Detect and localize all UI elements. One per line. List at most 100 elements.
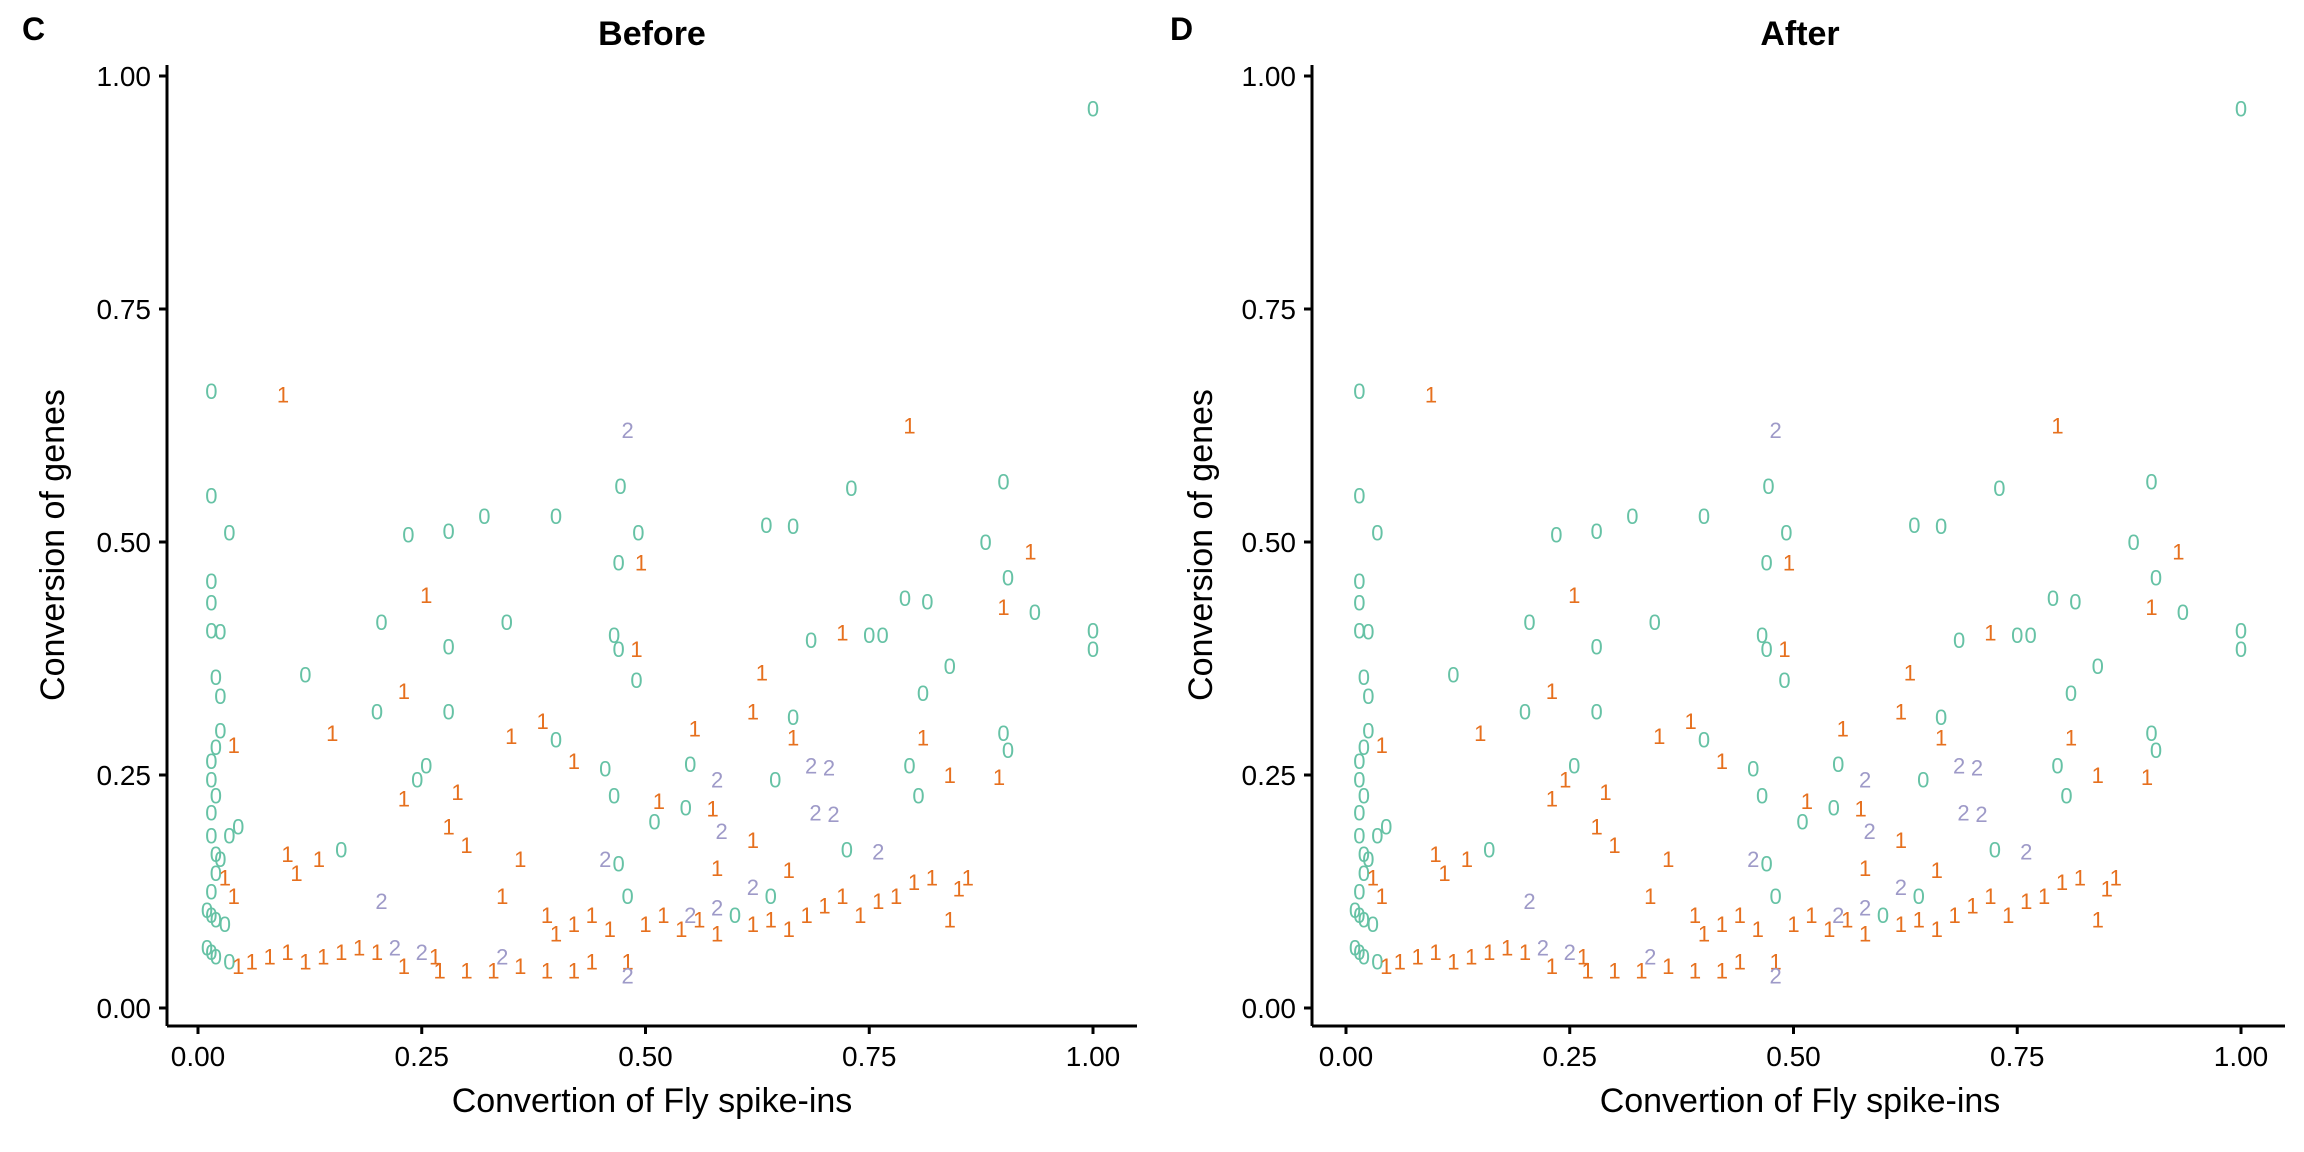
data-point: 1 bbox=[1582, 959, 1594, 984]
data-point: 0 bbox=[205, 903, 217, 928]
data-point: 0 bbox=[2051, 754, 2063, 779]
data-point: 1 bbox=[299, 949, 311, 974]
data-point: 0 bbox=[205, 749, 217, 774]
data-point: 0 bbox=[1353, 800, 1365, 825]
data-point: 0 bbox=[1447, 662, 1459, 687]
data-point: 1 bbox=[541, 959, 553, 984]
y-axis-title: Conversion of genes bbox=[1182, 389, 1220, 701]
data-point: 1 bbox=[398, 679, 410, 704]
data-point: 1 bbox=[890, 884, 902, 909]
data-point: 1 bbox=[434, 959, 446, 984]
data-point: 1 bbox=[487, 959, 499, 984]
panel-title: Before bbox=[598, 15, 706, 53]
data-point: 0 bbox=[648, 810, 660, 835]
data-point: 1 bbox=[219, 866, 231, 891]
data-point: 1 bbox=[2092, 907, 2104, 932]
data-point: 2 bbox=[621, 418, 633, 443]
data-point: 1 bbox=[1895, 828, 1907, 853]
data-point: 0 bbox=[1590, 634, 1602, 659]
data-point: 1 bbox=[313, 847, 325, 872]
data-point: 1 bbox=[1837, 716, 1849, 741]
data-point: 1 bbox=[604, 917, 616, 942]
x-tick-label: 0.00 bbox=[171, 1041, 226, 1072]
data-point: 0 bbox=[1353, 768, 1365, 793]
data-point: 1 bbox=[568, 959, 580, 984]
data-point: 1 bbox=[1559, 768, 1571, 793]
data-point: 0 bbox=[223, 949, 235, 974]
y-tick-label: 0.25 bbox=[97, 760, 152, 791]
data-point: 1 bbox=[317, 945, 329, 970]
data-point: 0 bbox=[1371, 521, 1383, 546]
data-point: 0 bbox=[201, 935, 213, 960]
data-point: 1 bbox=[1984, 884, 1996, 909]
data-point: 0 bbox=[877, 623, 889, 648]
data-point: 0 bbox=[223, 521, 235, 546]
data-point: 1 bbox=[908, 870, 920, 895]
data-point: 1 bbox=[1787, 912, 1799, 937]
data-point: 2 bbox=[715, 819, 727, 844]
data-point: 1 bbox=[1823, 917, 1835, 942]
data-point: 0 bbox=[1349, 898, 1361, 923]
data-point: 0 bbox=[2025, 623, 2037, 648]
data-point: 1 bbox=[917, 726, 929, 751]
data-point: 2 bbox=[711, 895, 723, 920]
data-point: 0 bbox=[1002, 738, 1014, 763]
data-point: 0 bbox=[210, 907, 222, 932]
data-point: 0 bbox=[2177, 600, 2189, 625]
data-point: 1 bbox=[2065, 726, 2077, 751]
data-point: 1 bbox=[635, 551, 647, 576]
data-point: 0 bbox=[1353, 940, 1365, 965]
data-point: 1 bbox=[1644, 884, 1656, 909]
data-point: 1 bbox=[747, 912, 759, 937]
data-point: 0 bbox=[205, 483, 217, 508]
data-point: 1 bbox=[689, 716, 701, 741]
data-point: 1 bbox=[1684, 709, 1696, 734]
data-point: 1 bbox=[2051, 414, 2063, 439]
data-point: 1 bbox=[1895, 700, 1907, 725]
x-tick-label: 0.50 bbox=[618, 1041, 673, 1072]
data-point: 2 bbox=[2020, 839, 2032, 864]
data-point: 1 bbox=[1653, 724, 1665, 749]
data-point: 0 bbox=[2235, 637, 2247, 662]
data-point: 2 bbox=[1863, 819, 1875, 844]
data-point: 0 bbox=[2047, 586, 2059, 611]
data-point: 1 bbox=[1501, 935, 1513, 960]
data-point: 2 bbox=[1859, 768, 1871, 793]
data-point: 0 bbox=[997, 721, 1009, 746]
y-tick-label: 0.00 bbox=[97, 993, 152, 1024]
data-point: 0 bbox=[630, 668, 642, 693]
data-point: 0 bbox=[371, 700, 383, 725]
data-point: 1 bbox=[711, 856, 723, 881]
data-point: 0 bbox=[1087, 619, 1099, 644]
data-point: 0 bbox=[1353, 749, 1365, 774]
data-point: 1 bbox=[2141, 765, 2153, 790]
data-point: 1 bbox=[765, 907, 777, 932]
data-point: 0 bbox=[1358, 842, 1370, 867]
data-point: 0 bbox=[2150, 565, 2162, 590]
data-point: 0 bbox=[1762, 474, 1774, 499]
data-point: 1 bbox=[398, 786, 410, 811]
data-point: 0 bbox=[205, 591, 217, 616]
data-point: 0 bbox=[2069, 590, 2081, 615]
data-point: 0 bbox=[214, 847, 226, 872]
panel-letter: C bbox=[22, 11, 45, 47]
data-point: 0 bbox=[1756, 784, 1768, 809]
data-point: 0 bbox=[1761, 551, 1773, 576]
data-point: 0 bbox=[1380, 814, 1392, 839]
data-point: 1 bbox=[1024, 539, 1036, 564]
data-point: 1 bbox=[903, 414, 915, 439]
data-point: 0 bbox=[684, 752, 696, 777]
data-point: 1 bbox=[1376, 733, 1388, 758]
data-point: 0 bbox=[1780, 521, 1792, 546]
data-point: 0 bbox=[1029, 600, 1041, 625]
ticks: 0.00 0.25 0.50 0.75 1.00 0.00 0.25 0.50 0.75 1.00 bbox=[1242, 61, 2269, 1072]
data-point: 0 bbox=[550, 728, 562, 753]
y-tick-label: 1.00 bbox=[1242, 61, 1297, 92]
data-point: 0 bbox=[863, 623, 875, 648]
data-point: 0 bbox=[1626, 504, 1638, 529]
data-point: 1 bbox=[657, 903, 669, 928]
data-point: 0 bbox=[299, 662, 311, 687]
data-point: 1 bbox=[277, 383, 289, 408]
data-point: 1 bbox=[1689, 959, 1701, 984]
